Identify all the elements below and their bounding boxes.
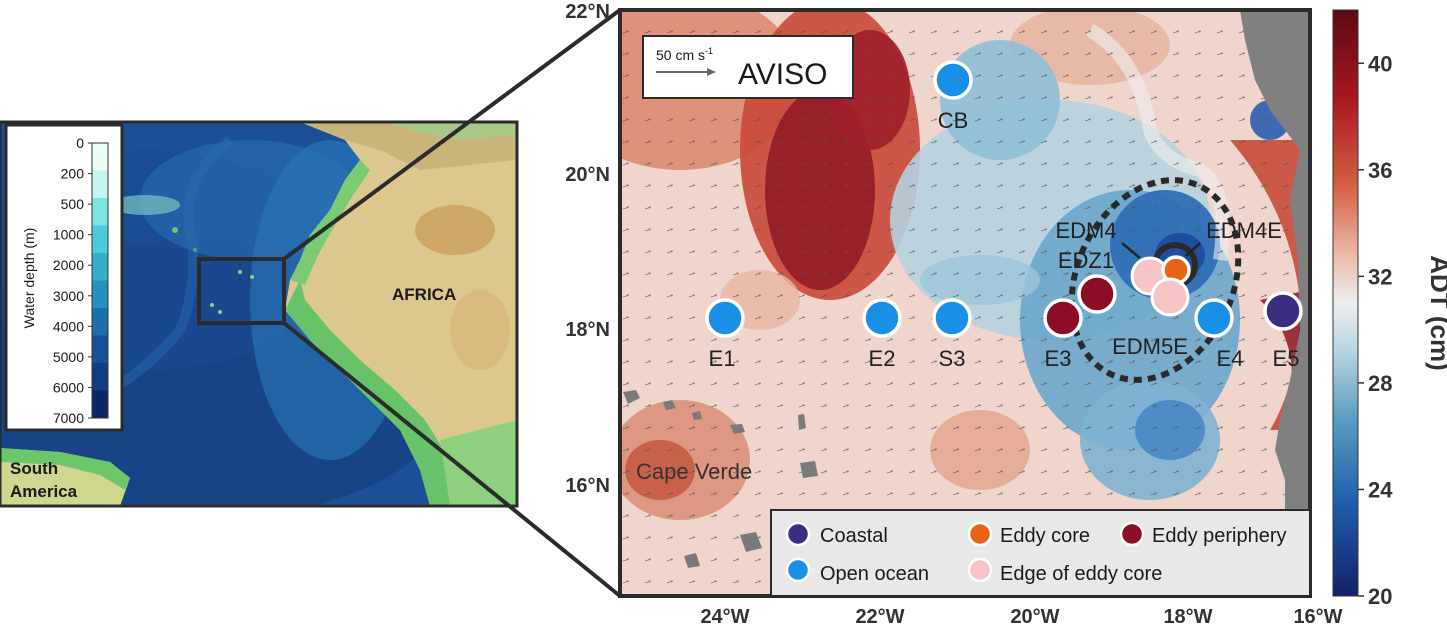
depth-tick-label: 3000	[53, 288, 84, 304]
depth-color-segment	[92, 225, 108, 254]
cape-verde-islands	[623, 390, 818, 568]
station-label-e5: E5	[1273, 346, 1300, 371]
adt-tick-labels: 40 36 32 28 24 20	[1358, 51, 1393, 609]
station-marker-e1[interactable]	[705, 298, 745, 338]
depth-color-segment	[92, 280, 108, 309]
legend-open-ocean-marker	[785, 557, 811, 583]
station-label-edm5e: EDM5E	[1112, 334, 1188, 359]
adt-tick-label: 40	[1368, 51, 1392, 76]
legend-eddy-periphery-label: Eddy periphery	[1152, 525, 1287, 547]
study-area-box	[197, 257, 286, 325]
legend-open-ocean-label: Open ocean	[820, 563, 929, 585]
south-america-label-1: South	[10, 459, 58, 478]
station-label-e4: E4	[1217, 346, 1244, 371]
legend-eddy-periphery-marker	[1119, 521, 1145, 547]
depth-tick-label: 7000	[53, 410, 84, 426]
station-marker-cb[interactable]	[933, 60, 973, 100]
station-label-cb: CB	[938, 108, 969, 133]
depth-legend-title: Water depth (m)	[21, 228, 37, 329]
station-label-edz1: EDZ1	[1058, 248, 1114, 273]
adt-tick-label: 20	[1368, 584, 1392, 609]
lon-label-18w: 18°W	[1163, 606, 1212, 628]
legend-edge-marker	[967, 557, 993, 583]
zoom-line-top	[282, 8, 622, 261]
station-marker-e2[interactable]	[862, 298, 902, 338]
adt-tick-label: 32	[1368, 264, 1392, 289]
adt-colorbar: 40 36 32 28 24 20 ADT (cm)	[1332, 9, 1447, 609]
lat-label-16n: 16°N	[565, 475, 610, 497]
depth-color-segment	[92, 335, 108, 364]
depth-tick-label: 1000	[53, 227, 84, 243]
depth-color-segment	[92, 198, 108, 226]
depth-tick-label: 500	[61, 196, 85, 212]
stations: CB E1 E2 S3 E3 E4 E5 EDM4 EDZ1 EDM4E EDM5E	[705, 60, 1303, 371]
station-label-edm4e: EDM4E	[1206, 218, 1282, 243]
legend-eddy-core-marker	[967, 521, 993, 547]
velocity-scale-label: 50 cm s-1	[656, 46, 713, 63]
depth-tick-label: 0	[76, 135, 84, 151]
station-label-e2: E2	[869, 346, 896, 371]
depth-tick-label: 5000	[53, 349, 84, 365]
depth-tick-label: 2000	[53, 257, 84, 273]
depth-tick-label: 4000	[53, 318, 84, 334]
cape-verde-label: Cape Verde	[636, 459, 752, 484]
africa-label: AFRICA	[392, 285, 456, 304]
adt-tick-label: 28	[1368, 371, 1392, 396]
lon-label-24w: 24°W	[700, 606, 749, 628]
depth-color-segment	[92, 308, 108, 336]
depth-tick-labels: 0 200 500 1000 2000 3000 4000 5000 6000 7000	[53, 135, 92, 426]
aviso-label: AVISO	[738, 58, 827, 91]
legend-coastal-label: Coastal	[820, 525, 888, 547]
south-america-label-2: America	[10, 482, 78, 501]
station-marker-e4[interactable]	[1194, 298, 1234, 338]
depth-color-segment	[92, 253, 108, 281]
station-legend: Coastal Eddy core Eddy periphery Open oc…	[770, 509, 1311, 597]
depth-color-segment	[92, 390, 108, 419]
depth-legend: 0 200 500 1000 2000 3000 4000 5000 6000 7000 Wate…	[4, 123, 124, 432]
station-marker-e3[interactable]	[1043, 298, 1083, 338]
adt-colorbar-gradient	[1332, 9, 1359, 597]
station-marker-e5[interactable]	[1263, 291, 1303, 331]
velocity-scale-box: 50 cm s-1 AVISO	[642, 35, 854, 99]
overview-frame	[0, 120, 519, 508]
adt-colorbar-title: ADT (cm)	[1425, 255, 1447, 371]
station-label-s3: S3	[939, 346, 966, 371]
lat-label-22n: 22°N	[565, 1, 610, 23]
legend-coastal-marker	[785, 521, 811, 547]
station-leader-lines	[1121, 242, 1201, 259]
depth-color-segment	[92, 170, 108, 199]
adt-tick-label: 24	[1368, 477, 1393, 502]
lon-axis-labels: 24°W 22°W 20°W 18°W 16°W	[700, 606, 1342, 628]
depth-tick-label: 6000	[53, 379, 84, 395]
station-marker-edz1[interactable]	[1077, 274, 1117, 314]
depth-tick-label: 200	[61, 166, 85, 182]
lat-axis-labels: 22°N 20°N 18°N 16°N	[565, 1, 610, 497]
station-marker-s3[interactable]	[932, 298, 972, 338]
station-label-edm4: EDM4	[1055, 218, 1116, 243]
depth-color-segment	[92, 143, 108, 171]
adt-tick-label: 36	[1368, 158, 1392, 183]
lat-label-20n: 20°N	[565, 164, 610, 186]
legend-edge-label: Edge of eddy core	[1000, 563, 1162, 585]
lon-label-16w: 16°W	[1293, 606, 1342, 628]
africa-coast	[1240, 10, 1310, 596]
lon-label-20w: 20°W	[1010, 606, 1059, 628]
station-marker-edm5e[interactable]	[1150, 277, 1190, 317]
legend-eddy-core-label: Eddy core	[1000, 525, 1090, 547]
station-label-e1: E1	[709, 346, 736, 371]
station-label-e3: E3	[1045, 346, 1072, 371]
lon-label-22w: 22°W	[855, 606, 904, 628]
depth-color-segment	[92, 363, 108, 391]
depth-colorbar	[92, 143, 108, 419]
zoom-line-bottom	[282, 321, 622, 598]
lat-label-18n: 18°N	[565, 319, 610, 341]
